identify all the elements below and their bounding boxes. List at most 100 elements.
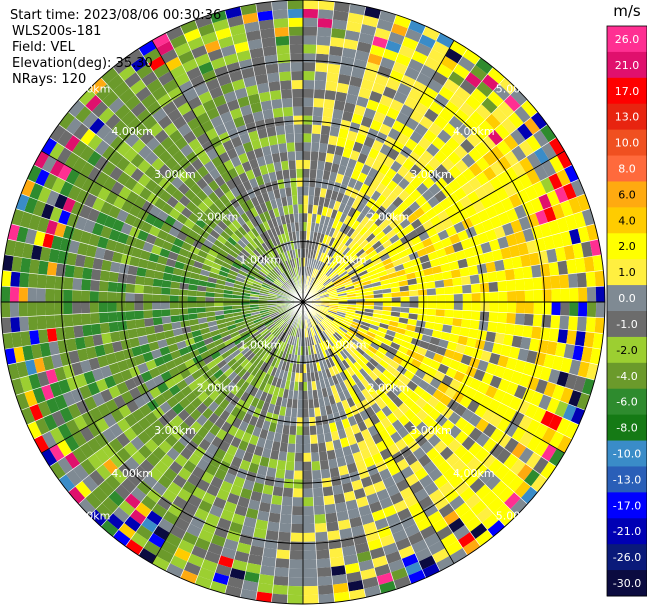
velocity-gate <box>514 480 531 499</box>
ray-separator <box>302 164 573 303</box>
velocity-gate <box>174 453 189 468</box>
velocity-gate <box>568 273 578 289</box>
velocity-gate <box>280 332 287 342</box>
velocity-gate <box>369 413 381 426</box>
velocity-gate <box>368 444 380 457</box>
velocity-gate <box>151 503 168 519</box>
velocity-gate <box>461 374 474 387</box>
velocity-gate <box>28 373 42 390</box>
velocity-gate <box>178 397 191 409</box>
velocity-gate <box>269 89 282 101</box>
velocity-gate <box>252 315 262 322</box>
velocity-gate <box>132 374 145 387</box>
velocity-gate <box>95 378 109 393</box>
velocity-gate <box>339 119 352 131</box>
velocity-gate <box>21 179 36 197</box>
velocity-gate <box>65 418 80 436</box>
velocity-gate <box>416 182 429 196</box>
velocity-gate <box>425 281 436 289</box>
velocity-gate <box>217 555 235 568</box>
velocity-gate <box>336 312 346 318</box>
velocity-gate <box>443 278 454 288</box>
velocity-gate <box>358 559 375 572</box>
velocity-gate <box>268 422 278 433</box>
velocity-gate <box>311 469 322 480</box>
velocity-gate <box>85 346 98 360</box>
velocity-gate <box>392 355 403 365</box>
velocity-gate <box>291 506 303 516</box>
velocity-gate <box>182 460 197 474</box>
velocity-gate <box>142 473 158 489</box>
velocity-gate <box>171 274 182 283</box>
velocity-gate <box>135 275 146 286</box>
velocity-gate <box>213 355 224 365</box>
velocity-gate <box>358 368 369 378</box>
colorbar-tick-label: 1.0 <box>618 266 636 279</box>
velocity-gate <box>506 279 516 292</box>
velocity-gate <box>107 302 117 313</box>
velocity-gate <box>303 168 310 178</box>
velocity-gate <box>460 138 475 154</box>
velocity-gate <box>533 147 550 165</box>
velocity-gate <box>239 459 251 471</box>
velocity-gate <box>264 354 272 364</box>
velocity-gate <box>524 289 534 302</box>
velocity-gate <box>57 339 69 354</box>
velocity-gate <box>476 263 488 275</box>
velocity-gate <box>480 350 492 363</box>
velocity-gate <box>179 224 192 236</box>
velocity-gate <box>336 510 350 522</box>
velocity-gate <box>345 93 359 105</box>
velocity-gate <box>265 63 279 74</box>
ring-label: 4.00km <box>111 467 153 480</box>
velocity-gate <box>388 218 400 230</box>
velocity-gate <box>390 385 403 397</box>
velocity-gate <box>303 576 318 587</box>
ring-label: 4.00km <box>453 125 495 138</box>
velocity-gate <box>358 327 368 335</box>
velocity-gate <box>522 387 536 404</box>
velocity-gate <box>356 202 366 213</box>
velocity-gate <box>143 540 161 556</box>
velocity-gate <box>146 260 158 271</box>
velocity-gate <box>31 343 43 360</box>
velocity-gate <box>339 473 352 485</box>
velocity-gate <box>210 329 221 338</box>
velocity-gate <box>262 484 274 496</box>
velocity-gate <box>535 378 548 395</box>
velocity-gate <box>415 397 428 409</box>
velocity-gate <box>443 100 460 116</box>
ray-separator <box>33 301 304 440</box>
velocity-gate <box>381 394 393 406</box>
velocity-gate <box>448 165 462 180</box>
velocity-gate <box>360 448 372 460</box>
ray-separator <box>4 301 304 350</box>
velocity-gate <box>466 256 477 267</box>
velocity-gate <box>134 302 144 311</box>
velocity-gate <box>346 251 356 261</box>
velocity-gate <box>283 115 294 126</box>
velocity-gate <box>303 106 314 116</box>
velocity-gate <box>72 140 88 157</box>
velocity-gate <box>292 327 297 337</box>
velocity-gate <box>378 234 390 245</box>
velocity-gate <box>37 328 49 344</box>
velocity-gate <box>528 252 540 266</box>
velocity-gate <box>187 229 199 240</box>
velocity-gate <box>489 176 503 191</box>
velocity-gate <box>277 292 287 297</box>
velocity-gate <box>496 417 511 433</box>
velocity-gate <box>292 106 303 116</box>
ray-separator <box>2 301 304 334</box>
velocity-gate <box>326 449 337 460</box>
velocity-gate <box>292 97 303 107</box>
velocity-gate <box>502 367 515 382</box>
velocity-gate <box>318 397 326 408</box>
velocity-gate <box>389 491 404 505</box>
velocity-gate <box>177 539 195 554</box>
velocity-gate <box>392 407 405 420</box>
velocity-gate <box>284 407 292 417</box>
velocity-gate <box>358 504 372 517</box>
velocity-gate <box>296 177 303 187</box>
velocity-gate <box>258 350 267 360</box>
